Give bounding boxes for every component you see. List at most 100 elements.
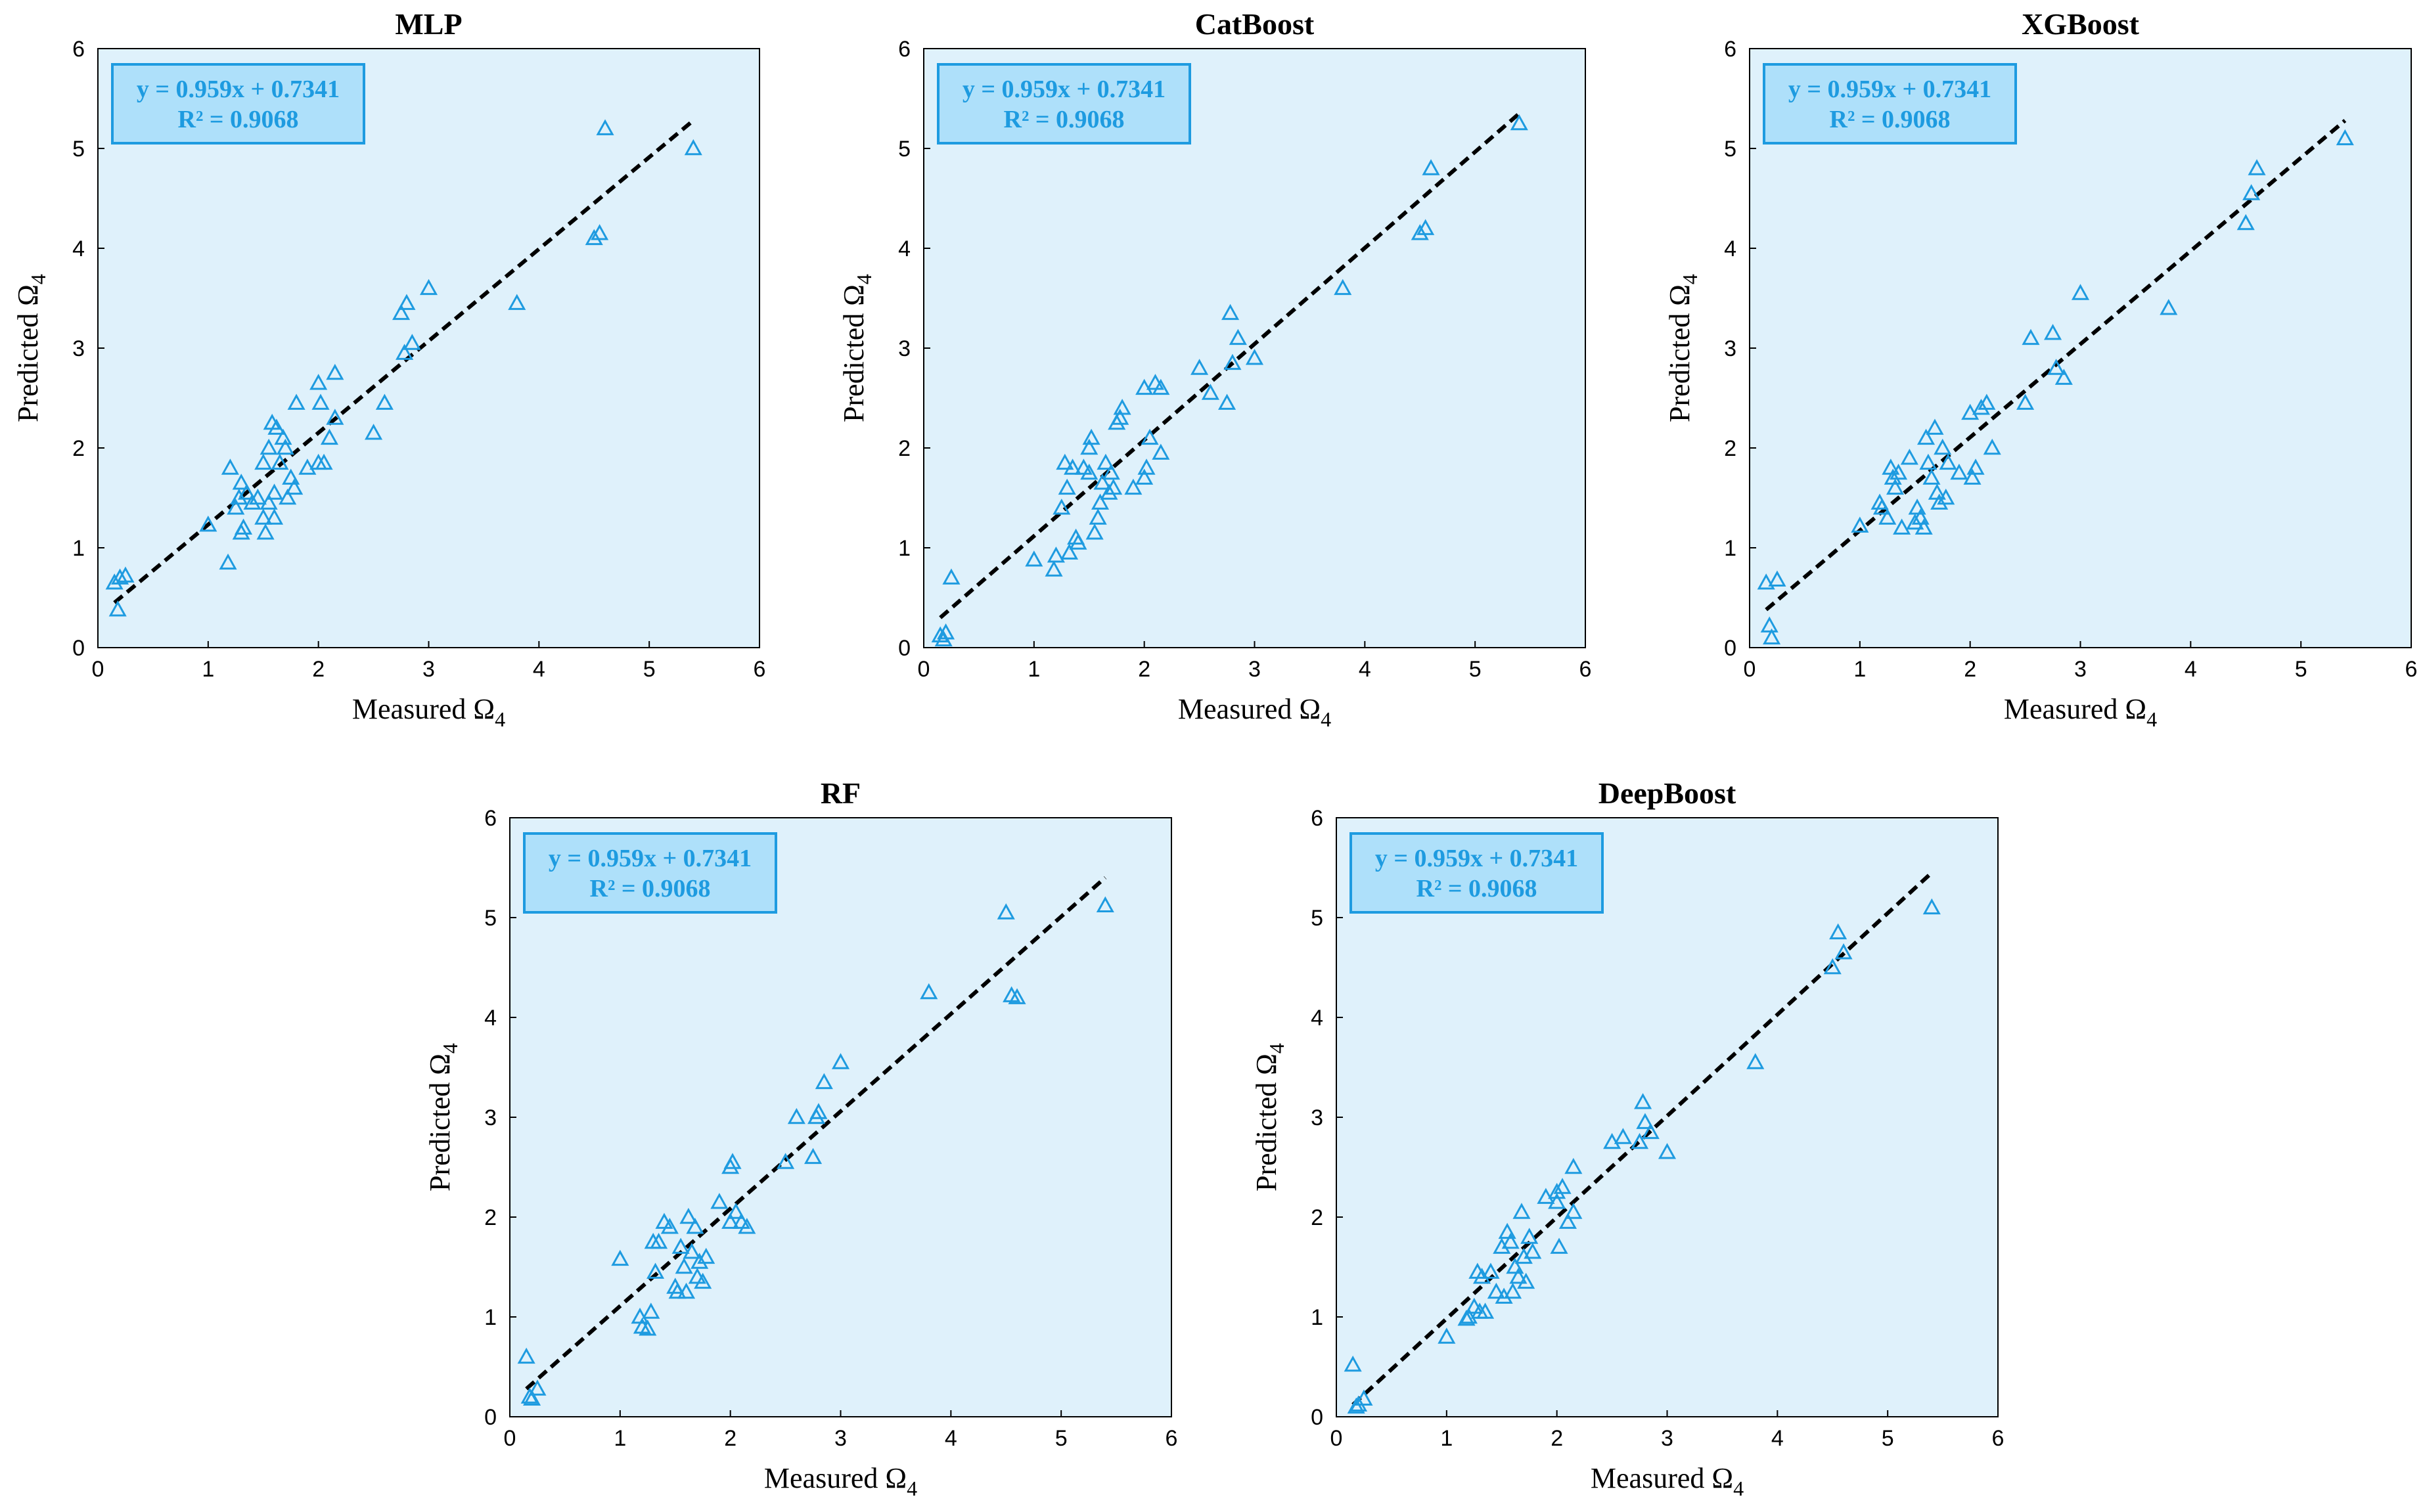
data-point xyxy=(1872,499,1891,515)
chart-title: RF xyxy=(821,776,861,810)
equation-box xyxy=(523,832,777,914)
data-point xyxy=(646,1262,665,1279)
data-point xyxy=(1190,359,1209,375)
data-point xyxy=(1085,523,1104,540)
x-tick-label: 1 xyxy=(614,1426,626,1451)
data-point xyxy=(697,1247,715,1264)
data-point xyxy=(611,1249,629,1266)
data-point xyxy=(1564,1203,1583,1219)
data-point xyxy=(804,1147,823,1165)
data-point xyxy=(419,278,438,296)
data-point xyxy=(234,518,253,535)
y-axis-label: Predicted Ω4 xyxy=(838,274,876,422)
data-point xyxy=(116,566,135,583)
x-axis-label-text: Measured Ω xyxy=(2004,693,2146,725)
x-tick-label: 1 xyxy=(1028,657,1040,682)
data-point xyxy=(1922,468,1941,485)
data-point xyxy=(815,1073,833,1090)
data-point xyxy=(1524,1243,1542,1259)
data-point xyxy=(1966,458,1985,475)
y-tick-label: 6 xyxy=(1311,806,1323,831)
data-point xyxy=(1911,508,1930,525)
x-tick-label: 3 xyxy=(2074,657,2087,682)
y-tick-label: 1 xyxy=(1724,536,1736,561)
data-point xyxy=(271,453,289,470)
data-point xyxy=(1501,1232,1520,1249)
data-point xyxy=(683,1243,701,1259)
data-point xyxy=(1493,1237,1511,1254)
data-point xyxy=(1757,573,1775,590)
x-tick-label: 4 xyxy=(533,657,545,682)
y-tick-label: 5 xyxy=(1311,906,1323,931)
y-axis-label-subscript: 4 xyxy=(1265,1043,1288,1054)
data-point xyxy=(679,1207,698,1224)
y-axis-label-subscript: 4 xyxy=(26,274,50,284)
data-point xyxy=(723,1153,742,1169)
data-point xyxy=(1045,560,1063,577)
y-tick-label: 2 xyxy=(1724,436,1736,461)
y-axis-label-text: Predicted Ω xyxy=(424,1054,456,1191)
data-point xyxy=(238,483,256,500)
x-tick-label: 4 xyxy=(2185,657,2197,682)
data-point xyxy=(1221,303,1240,321)
x-tick-label: 2 xyxy=(1138,657,1150,682)
data-point xyxy=(1934,438,1952,455)
data-point xyxy=(1517,1272,1535,1289)
x-axis-label: Measured Ω4 xyxy=(352,693,505,731)
data-point xyxy=(326,363,344,380)
y-tick-label: 5 xyxy=(1724,137,1736,162)
x-tick-label: 0 xyxy=(1330,1426,1343,1451)
data-point xyxy=(265,483,284,500)
data-point xyxy=(1630,1132,1649,1149)
y-axis-label-subscript: 4 xyxy=(852,274,876,284)
y-tick-label: 4 xyxy=(484,1006,497,1031)
data-point xyxy=(1937,488,1955,505)
data-point xyxy=(517,1347,535,1364)
data-point xyxy=(260,493,278,510)
y-tick-label: 5 xyxy=(898,137,911,162)
data-point xyxy=(1963,468,1982,485)
data-point xyxy=(375,393,394,410)
data-point xyxy=(694,1272,712,1289)
x-tick-label: 5 xyxy=(2295,657,2307,682)
data-point xyxy=(1056,453,1074,470)
data-point xyxy=(1972,399,1990,415)
y-tick-label: 0 xyxy=(72,636,85,661)
y-tick-label: 6 xyxy=(484,806,497,831)
data-point xyxy=(668,1282,687,1299)
data-point xyxy=(309,374,328,390)
data-point xyxy=(1064,458,1082,475)
x-tick-label: 0 xyxy=(92,657,104,682)
regression-equation: y = 0.959x + 0.7341 xyxy=(137,76,340,103)
x-axis-label: Measured Ω4 xyxy=(1591,1462,1744,1500)
x-tick-label: 2 xyxy=(1551,1426,1563,1451)
r-squared-label: R² = 0.9068 xyxy=(1004,106,1125,133)
data-point xyxy=(721,1212,740,1229)
data-point xyxy=(777,1153,795,1169)
data-point xyxy=(1506,1257,1524,1274)
x-tick-label: 1 xyxy=(202,657,214,682)
y-tick-label: 3 xyxy=(1311,1105,1323,1130)
data-point xyxy=(265,508,284,525)
data-point xyxy=(403,334,421,350)
data-point xyxy=(660,1218,679,1234)
data-point xyxy=(1829,923,1847,940)
x-axis-label-text: Measured Ω xyxy=(352,693,495,725)
data-point xyxy=(1091,493,1110,510)
data-point xyxy=(248,488,267,505)
data-point xyxy=(1093,474,1112,490)
data-point xyxy=(1135,468,1154,485)
y-axis-label: Predicted Ω4 xyxy=(1250,1043,1288,1191)
data-point xyxy=(738,1218,756,1234)
data-point xyxy=(396,344,414,360)
x-tick-label: 6 xyxy=(1992,1426,2005,1451)
y-tick-label: 4 xyxy=(1311,1006,1323,1031)
data-point xyxy=(221,458,239,475)
y-tick-label: 2 xyxy=(1311,1205,1323,1230)
data-point xyxy=(219,553,237,570)
x-axis-label-text: Measured Ω xyxy=(1178,693,1321,725)
regression-line xyxy=(1765,119,2347,611)
regression-equation: y = 0.959x + 0.7341 xyxy=(549,845,752,872)
